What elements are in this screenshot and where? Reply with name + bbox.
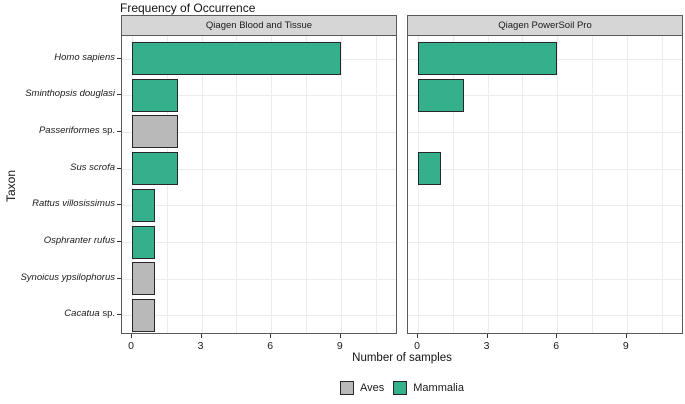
bar-cacatua	[132, 298, 156, 332]
x-axis-tick-label: 6	[267, 340, 274, 352]
y-axis-category-label: Rattus villosissimus	[0, 198, 115, 209]
grid-line-vertical	[375, 36, 377, 333]
y-axis-tick	[117, 314, 121, 316]
grid-line-vertical	[592, 36, 593, 333]
y-axis-tick	[117, 204, 121, 206]
grid-line-horizontal	[122, 95, 396, 97]
x-axis-tick	[270, 334, 272, 338]
x-axis-tick	[339, 334, 341, 338]
y-axis-category-label: Homo sapiens	[0, 52, 115, 63]
x-axis-tick	[417, 334, 418, 338]
y-axis-tick	[117, 277, 121, 279]
taxon-name-italic: Passeriformes	[38, 124, 100, 136]
taxon-name-italic: Synoicus ypsilophorus	[20, 271, 115, 283]
bar-sus-scrofa	[418, 152, 442, 186]
y-axis-tick	[117, 94, 121, 96]
taxon-name-italic: Sminthopsis douglasi	[25, 88, 115, 100]
facet-panel-blood-and-tissue	[121, 35, 397, 334]
x-axis-tick	[131, 334, 132, 338]
grid-line-vertical	[487, 36, 489, 333]
x-axis-tick	[486, 334, 488, 338]
facet-strip-powersoil-pro: Qiagen PowerSoil Pro	[407, 15, 683, 36]
facet-panel-powersoil-pro	[407, 35, 683, 334]
grid-line-horizontal	[408, 315, 682, 317]
taxon-name-italic: Homo sapiens	[54, 51, 115, 63]
grid-line-vertical	[522, 36, 524, 333]
taxon-name-italic: Osphranter rufus	[43, 235, 115, 246]
x-axis-tick-label: 0	[128, 340, 134, 352]
grid-line-horizontal	[408, 278, 682, 280]
taxon-name-italic: Cacatua	[64, 308, 100, 320]
y-axis-category-label: Passeriformes sp.	[0, 125, 115, 136]
legend-label: Mammalia	[413, 382, 464, 394]
bar-homo-sapiens	[132, 42, 341, 75]
grid-line-vertical	[201, 36, 203, 333]
x-axis-tick-label: 3	[197, 340, 204, 352]
bar-passeriformes	[132, 115, 179, 149]
legend-label: Aves	[360, 382, 385, 394]
x-axis-title: Number of samples	[352, 352, 452, 364]
y-axis-title: Taxon	[4, 169, 18, 203]
bar-sminthopsis-douglasi	[132, 78, 179, 112]
grid-line-vertical	[557, 36, 559, 333]
grid-line-horizontal	[408, 242, 682, 243]
x-axis-tick-label: 9	[622, 340, 629, 352]
y-axis-category-label: Osphranter rufus	[0, 235, 115, 246]
grid-line-horizontal	[408, 131, 682, 133]
grid-line-horizontal	[122, 205, 396, 207]
x-axis-tick-label: 6	[553, 340, 560, 352]
chart-title: Frequency of Occurrence	[120, 1, 256, 15]
grid-line-horizontal	[122, 131, 396, 133]
y-axis-category-label: Cacatua sp.	[0, 308, 115, 319]
facet-strip-label: Qiagen Blood and Tissue	[205, 20, 313, 31]
grid-line-horizontal	[408, 205, 682, 207]
x-axis-tick	[200, 334, 202, 338]
grid-line-horizontal	[122, 315, 396, 317]
grid-line-horizontal	[408, 95, 682, 97]
x-axis-tick	[556, 334, 558, 338]
y-axis-category-label: Sus scrofa	[0, 162, 115, 173]
x-axis-tick-label: 9	[336, 340, 343, 352]
legend-key-mammalia	[393, 381, 408, 395]
y-axis-category-label: Synoicus ypsilophorus	[0, 272, 115, 283]
facet-strip-blood-and-tissue: Qiagen Blood and Tissue	[121, 15, 397, 36]
bar-rattus-villosissimus	[132, 188, 156, 222]
legend-item-aves: Aves	[340, 381, 384, 395]
grid-line-vertical	[340, 36, 342, 333]
y-axis-tick	[117, 241, 121, 242]
bar-sminthopsis-douglasi	[418, 78, 465, 112]
grid-line-vertical	[661, 36, 663, 333]
bar-homo-sapiens	[418, 42, 558, 75]
taxon-name-italic: Sus scrofa	[70, 161, 115, 173]
legend: Aves Mammalia	[121, 381, 683, 395]
bar-sus-scrofa	[132, 152, 179, 186]
taxon-name-suffix: sp.	[99, 124, 115, 136]
bar-osphranter-rufus	[132, 225, 156, 259]
legend-key-aves	[340, 381, 354, 395]
grid-line-horizontal	[122, 168, 396, 170]
y-axis-category-label: Sminthopsis douglasi	[0, 88, 115, 99]
legend-item-mammalia: Mammalia	[393, 381, 464, 395]
x-axis-tick-label: 3	[483, 340, 490, 352]
y-axis-tick	[117, 167, 121, 169]
grid-line-horizontal	[122, 242, 396, 243]
bar-synoicus-ypsilophorus	[132, 262, 156, 296]
grid-line-vertical	[626, 36, 628, 333]
grid-line-vertical	[306, 36, 307, 333]
grid-line-vertical	[452, 36, 454, 333]
y-axis-tick	[117, 57, 121, 59]
x-axis-tick	[625, 334, 627, 338]
grid-line-vertical	[236, 36, 238, 333]
grid-line-horizontal	[408, 168, 682, 170]
taxon-name-suffix: sp.	[99, 308, 115, 320]
facet-strip-label: Qiagen PowerSoil Pro	[498, 20, 592, 31]
y-axis-tick	[117, 130, 121, 132]
x-axis-tick-label: 0	[414, 340, 420, 352]
grid-line-vertical	[271, 36, 273, 333]
grid-line-horizontal	[122, 278, 396, 280]
taxon-name-italic: Rattus villosissimus	[32, 198, 115, 210]
